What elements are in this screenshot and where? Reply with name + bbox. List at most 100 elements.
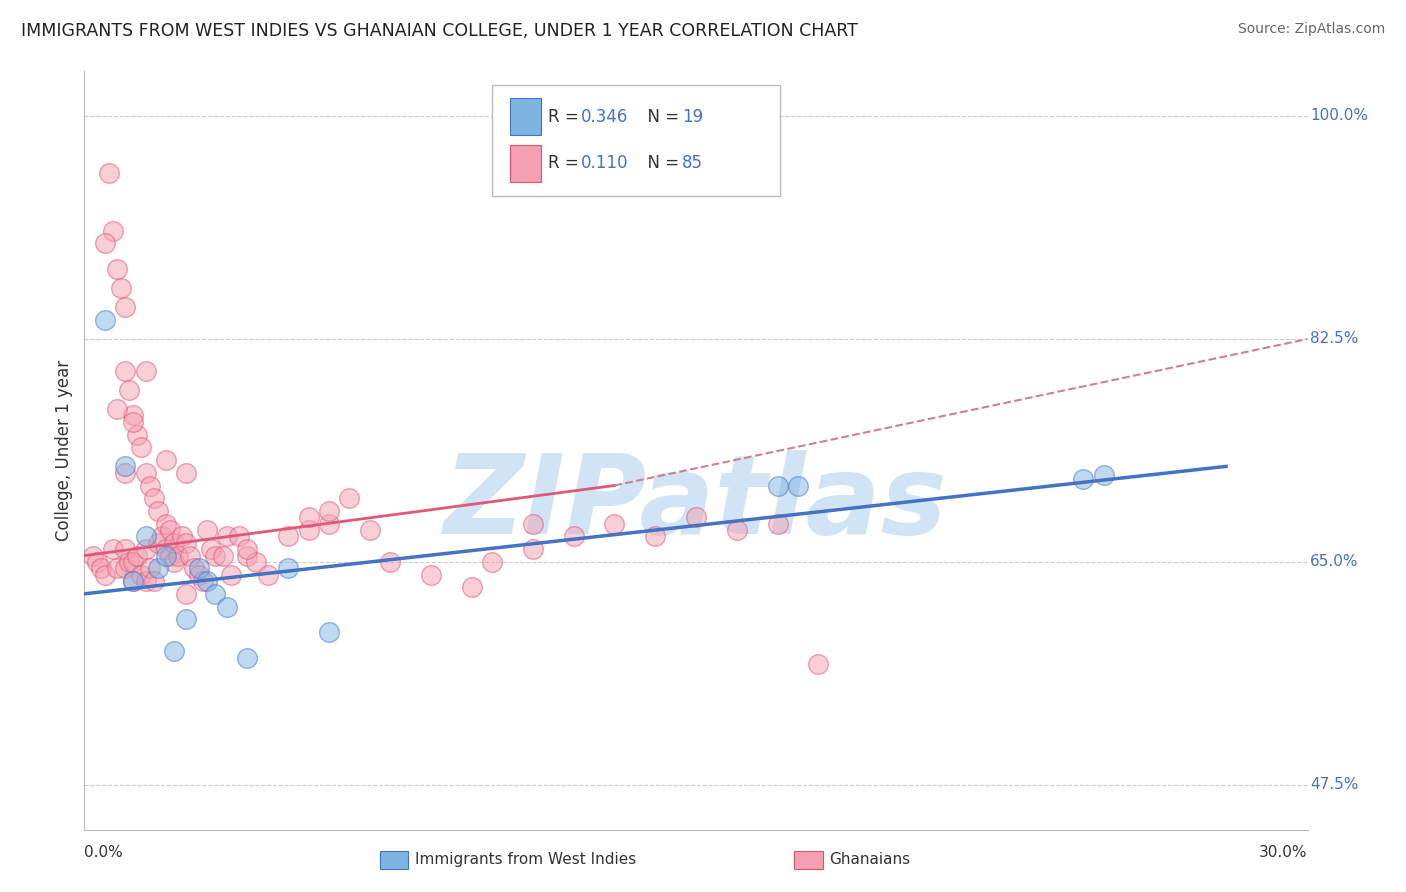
Text: 0.346: 0.346: [581, 108, 628, 126]
Point: [187, 567, 209, 582]
Point: [807, 657, 830, 671]
Point: [522, 516, 544, 531]
Point: [114, 300, 136, 314]
Point: [131, 567, 153, 582]
Point: [142, 491, 165, 506]
Point: [131, 440, 153, 454]
Point: [118, 555, 141, 569]
Point: [118, 383, 141, 397]
Point: [135, 466, 157, 480]
Point: [236, 650, 259, 665]
Point: [217, 599, 239, 614]
Point: [135, 364, 157, 378]
Point: [135, 529, 157, 543]
Point: [135, 542, 157, 557]
Point: [146, 561, 169, 575]
Y-axis label: College, Under 1 year: College, Under 1 year: [55, 359, 73, 541]
Point: [195, 523, 218, 537]
Point: [122, 574, 145, 588]
Point: [179, 549, 201, 563]
Point: [219, 567, 242, 582]
Point: [114, 561, 136, 575]
Point: [1092, 468, 1115, 483]
Point: [122, 409, 145, 423]
Point: [114, 542, 136, 557]
Point: [245, 555, 267, 569]
Point: [93, 567, 115, 582]
Point: [277, 561, 299, 575]
Point: [562, 529, 585, 543]
Point: [155, 453, 177, 467]
Point: [200, 542, 222, 557]
Point: [97, 166, 120, 180]
Point: [163, 555, 186, 569]
Point: [191, 574, 214, 588]
Point: [685, 510, 707, 524]
Point: [522, 542, 544, 557]
Point: [204, 549, 226, 563]
Point: [155, 549, 177, 563]
Text: R =: R =: [548, 108, 585, 126]
Text: 85: 85: [682, 154, 703, 172]
Point: [142, 574, 165, 588]
Point: [146, 536, 169, 550]
Point: [155, 516, 177, 531]
Point: [122, 415, 145, 429]
Text: Immigrants from West Indies: Immigrants from West Indies: [415, 853, 636, 867]
Text: 30.0%: 30.0%: [1260, 845, 1308, 860]
Point: [138, 561, 160, 575]
Point: [90, 561, 112, 575]
Point: [86, 555, 108, 569]
Point: [461, 581, 484, 595]
Point: [146, 504, 169, 518]
Point: [277, 529, 299, 543]
Text: ZIPatlas: ZIPatlas: [444, 450, 948, 557]
Text: N =: N =: [637, 108, 685, 126]
Point: [93, 236, 115, 251]
Point: [101, 542, 124, 557]
Point: [122, 555, 145, 569]
Point: [122, 574, 145, 588]
Point: [318, 504, 340, 518]
Point: [257, 567, 280, 582]
Point: [183, 561, 205, 575]
Point: [174, 612, 197, 626]
Point: [105, 402, 128, 417]
Point: [766, 478, 789, 492]
Point: [603, 516, 626, 531]
Point: [174, 466, 197, 480]
Point: [298, 510, 321, 524]
Point: [787, 478, 810, 492]
Point: [127, 549, 149, 563]
Text: 19: 19: [682, 108, 703, 126]
Point: [159, 549, 181, 563]
Point: [82, 549, 104, 563]
Point: [114, 466, 136, 480]
Text: 0.0%: 0.0%: [84, 845, 124, 860]
Point: [138, 478, 160, 492]
Point: [212, 549, 235, 563]
Point: [114, 459, 136, 474]
Point: [195, 574, 218, 588]
Point: [228, 529, 250, 543]
Point: [1073, 472, 1095, 486]
Text: N =: N =: [637, 154, 685, 172]
Point: [174, 536, 197, 550]
Text: 65.0%: 65.0%: [1310, 555, 1358, 569]
Text: R =: R =: [548, 154, 585, 172]
Point: [105, 561, 128, 575]
Point: [318, 625, 340, 640]
Text: 47.5%: 47.5%: [1310, 778, 1358, 792]
Point: [236, 549, 259, 563]
Point: [204, 587, 226, 601]
Point: [339, 491, 361, 506]
Point: [127, 427, 149, 442]
Point: [163, 536, 186, 550]
Point: [174, 587, 197, 601]
Text: 0.110: 0.110: [581, 154, 628, 172]
Text: Ghanaians: Ghanaians: [830, 853, 911, 867]
Point: [318, 516, 340, 531]
Point: [93, 313, 115, 327]
Text: 100.0%: 100.0%: [1310, 109, 1368, 123]
Point: [150, 529, 173, 543]
